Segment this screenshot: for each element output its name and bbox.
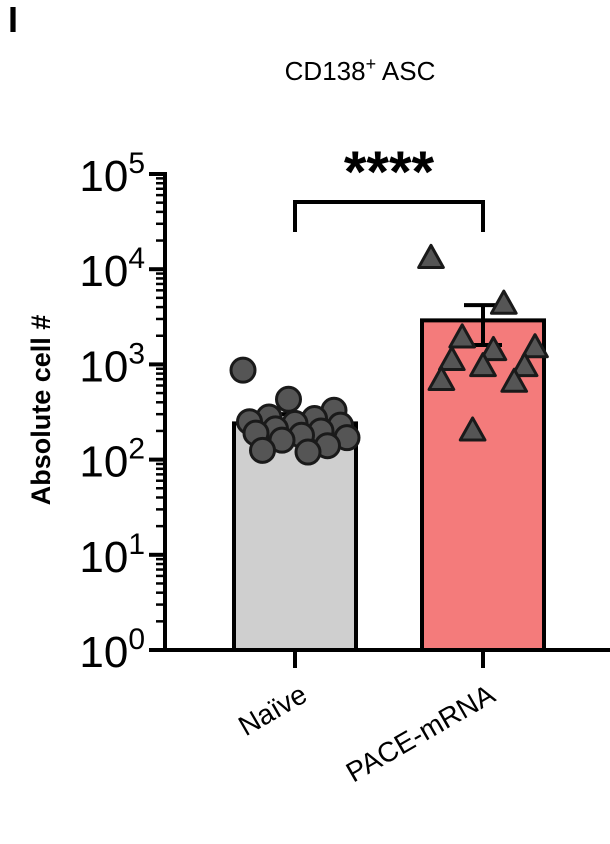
significance-label: **** — [344, 140, 435, 205]
significance-layer: **** — [293, 140, 485, 232]
panel-label: I — [8, 0, 18, 40]
y-tick-label-exponent: 4 — [128, 242, 145, 275]
y-tick-label-exponent: 3 — [128, 337, 145, 370]
title-superscript: + — [366, 54, 377, 74]
data-point-triangle — [521, 333, 549, 359]
data-point-triangle — [458, 416, 487, 442]
y-tick-label-exponent: 2 — [128, 433, 145, 466]
y-axis-label: Absolute cell # — [26, 315, 56, 506]
x-tick-label: PACE-mRNA — [341, 678, 500, 788]
chart-title: CD138+ ASC — [285, 54, 436, 86]
data-point-triangle — [427, 365, 456, 391]
y-tick-label-exponent: 5 — [128, 147, 145, 180]
data-point-triangle — [500, 367, 529, 393]
y-tick-label-base: 10 — [79, 152, 128, 201]
y-tick-label-exponent: 1 — [128, 528, 145, 561]
y-tick-label-base: 10 — [79, 342, 128, 391]
y-tick-label-base: 10 — [79, 438, 128, 487]
y-tick-label: 103 — [79, 337, 145, 391]
significance-bracket — [293, 200, 485, 232]
data-point-triangle — [417, 243, 445, 269]
y-tick-label: 105 — [79, 147, 145, 201]
title-main: CD138 — [285, 56, 366, 86]
data-point-circle — [229, 356, 257, 384]
bar-na-ve — [232, 421, 358, 653]
title-suffix: ASC — [376, 56, 435, 86]
y-tick-label-base: 10 — [79, 247, 128, 296]
points-layer — [229, 243, 549, 466]
data-point-circle — [275, 385, 302, 413]
data-point-triangle — [469, 352, 497, 378]
y-tick-label-base: 10 — [79, 628, 128, 677]
axes-layer — [149, 172, 610, 668]
data-point-circle — [294, 438, 322, 466]
y-tick-label: 102 — [79, 433, 145, 487]
y-tick-label-exponent: 0 — [128, 623, 145, 656]
bars-layer — [232, 318, 546, 653]
data-point-triangle — [479, 335, 508, 362]
data-point-circle — [249, 436, 276, 464]
y-tick-label: 100 — [79, 623, 145, 677]
y-tick-label: 101 — [79, 528, 145, 582]
data-point-triangle — [489, 289, 518, 315]
data-point-triangle — [510, 352, 539, 378]
data-point-triangle — [437, 345, 466, 372]
x-tick-label: Naïve — [233, 678, 312, 741]
y-tick-label-base: 10 — [79, 533, 128, 582]
x-tick-labels: Naïve PACE-mRNA — [233, 678, 500, 788]
data-point-triangle — [448, 323, 477, 349]
y-tick-label: 104 — [79, 242, 145, 296]
